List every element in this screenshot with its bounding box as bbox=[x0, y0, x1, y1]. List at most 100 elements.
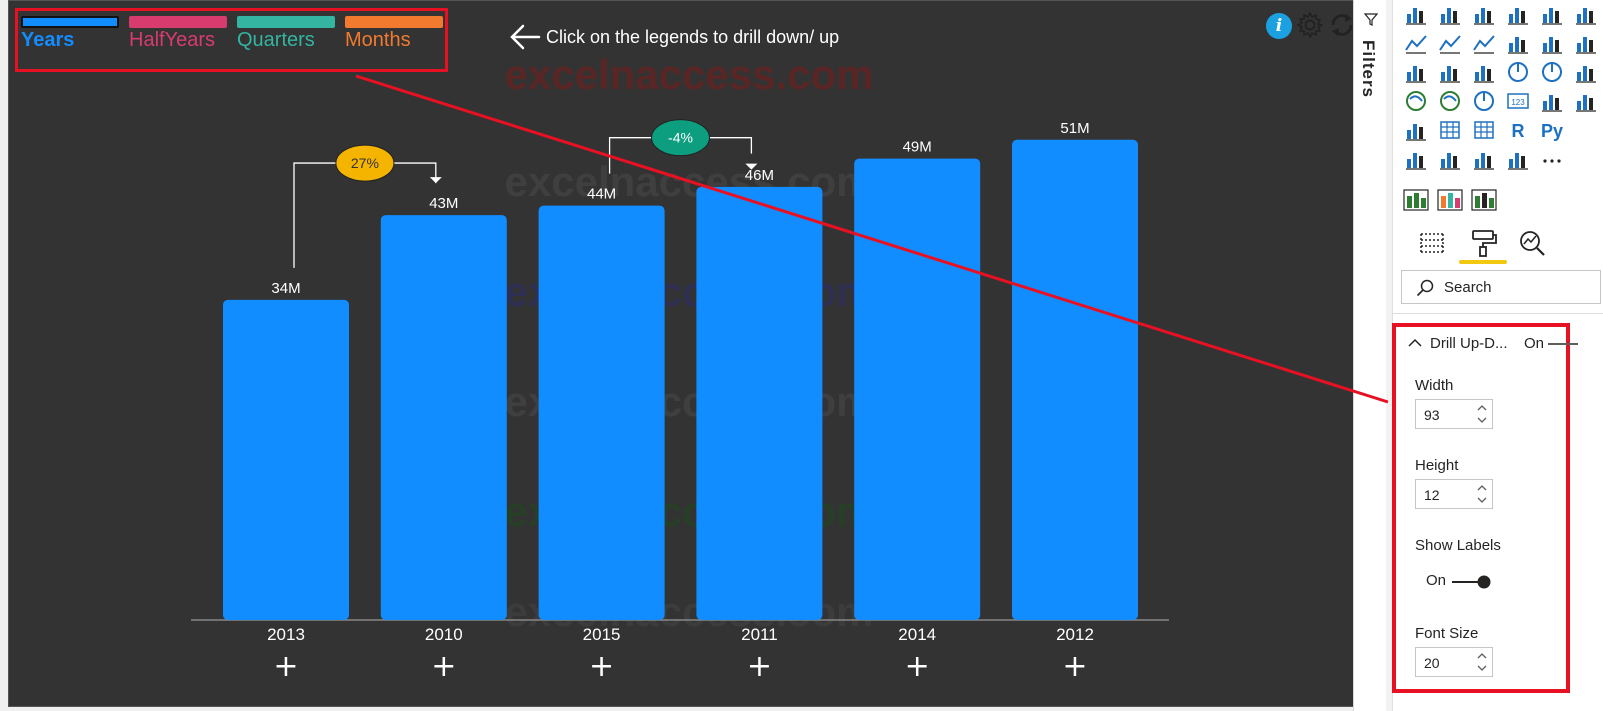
section-header-drill[interactable]: Drill Up-D... On bbox=[1402, 333, 1578, 355]
legend-swatch-quarters[interactable] bbox=[237, 16, 335, 28]
tick-label-2015: 2015 bbox=[583, 625, 621, 644]
annotation-label: -4% bbox=[668, 130, 693, 146]
info-icon[interactable]: i bbox=[1266, 13, 1292, 39]
gauge-icon[interactable] bbox=[1471, 89, 1497, 113]
expand-plus-icon[interactable]: + bbox=[273, 649, 298, 684]
waterfall-icon[interactable] bbox=[1403, 60, 1429, 84]
bar-2015[interactable] bbox=[538, 205, 665, 620]
100-bar-icon[interactable] bbox=[1539, 2, 1565, 26]
python-visual-icon[interactable]: Py bbox=[1539, 118, 1565, 142]
bar-2010[interactable] bbox=[380, 215, 507, 621]
qa-icon[interactable] bbox=[1437, 147, 1463, 171]
height-stepper[interactable]: 12 bbox=[1415, 479, 1493, 509]
bar-2011[interactable] bbox=[696, 186, 823, 621]
map-icon[interactable] bbox=[1403, 89, 1429, 113]
bar-2014[interactable] bbox=[854, 158, 981, 621]
decomposition-tree-icon[interactable] bbox=[1403, 147, 1429, 171]
annotation-arrow bbox=[429, 177, 442, 184]
slicer-icon[interactable] bbox=[1403, 118, 1429, 142]
section-toggle[interactable] bbox=[1548, 343, 1578, 345]
stepper-up-icon[interactable] bbox=[1476, 651, 1488, 661]
legend-item-halfyears[interactable]: HalfYears bbox=[129, 29, 215, 51]
matrix-icon[interactable] bbox=[1471, 118, 1497, 142]
chevron-up-icon[interactable] bbox=[1408, 338, 1422, 348]
active-tab-indicator bbox=[1459, 260, 1507, 264]
legend-item-years[interactable]: Years bbox=[21, 29, 75, 51]
data-label-2012: 51M bbox=[1060, 120, 1089, 137]
bar-2013[interactable] bbox=[223, 299, 349, 620]
section-toggle-label: On bbox=[1524, 335, 1545, 352]
legend-swatch-years[interactable] bbox=[21, 16, 119, 28]
tick-label-2013: 2013 bbox=[267, 625, 305, 644]
font-size-label: Font Size bbox=[1415, 625, 1479, 642]
paginated-icon[interactable] bbox=[1505, 147, 1531, 171]
expand-plus-icon[interactable]: + bbox=[431, 649, 456, 684]
treemap-icon[interactable] bbox=[1573, 60, 1599, 84]
show-labels-label: Show Labels bbox=[1415, 537, 1501, 554]
annotation-label: 27% bbox=[351, 155, 379, 171]
line-column-icon[interactable] bbox=[1505, 31, 1531, 55]
ribbon-chart-icon[interactable] bbox=[1573, 31, 1599, 55]
100-column-icon[interactable] bbox=[1573, 2, 1599, 26]
data-label-2013: 34M bbox=[271, 280, 300, 297]
gear-icon[interactable] bbox=[1296, 11, 1324, 39]
filter-funnel-icon[interactable] bbox=[1364, 12, 1378, 26]
card-icon[interactable]: 123 bbox=[1505, 89, 1531, 113]
width-value: 93 bbox=[1424, 407, 1440, 423]
kpi-icon[interactable] bbox=[1573, 89, 1599, 113]
line-clustered-icon[interactable] bbox=[1539, 31, 1565, 55]
stacked-bar-icon[interactable] bbox=[1403, 2, 1429, 26]
custom-visual-2-icon[interactable] bbox=[1437, 188, 1463, 212]
line-chart-icon[interactable] bbox=[1403, 31, 1429, 55]
stepper-down-icon[interactable] bbox=[1476, 663, 1488, 673]
clustered-column-icon[interactable] bbox=[1505, 2, 1531, 26]
fields-tab-icon[interactable] bbox=[1417, 228, 1447, 258]
key-influencers-icon[interactable] bbox=[1471, 147, 1497, 171]
donut-chart-icon[interactable] bbox=[1539, 60, 1565, 84]
funnel-icon[interactable] bbox=[1437, 60, 1463, 84]
search-input[interactable]: Search bbox=[1401, 270, 1601, 304]
area-chart-icon[interactable] bbox=[1437, 31, 1463, 55]
font-size-value: 20 bbox=[1424, 655, 1440, 671]
pie-chart-icon[interactable] bbox=[1505, 60, 1531, 84]
filled-map-icon[interactable] bbox=[1437, 89, 1463, 113]
watermark-text: excelnaccess.com bbox=[505, 51, 874, 98]
width-stepper[interactable]: 93 bbox=[1415, 399, 1493, 429]
filters-rail[interactable]: Filters bbox=[1353, 0, 1386, 711]
expand-plus-icon[interactable]: + bbox=[747, 649, 772, 684]
bar-2012[interactable] bbox=[1012, 139, 1138, 620]
legend-item-months[interactable]: Months bbox=[345, 29, 411, 51]
custom-visual-3-icon[interactable] bbox=[1471, 188, 1497, 212]
custom-visual-1-icon[interactable] bbox=[1403, 188, 1429, 212]
table-icon[interactable] bbox=[1437, 118, 1463, 142]
section-title: Drill Up-D... bbox=[1430, 335, 1508, 352]
drill-chart-visual[interactable]: excelnaccess.com excelnaccess.com excelnac… bbox=[8, 0, 1386, 707]
stacked-column-icon[interactable] bbox=[1437, 2, 1463, 26]
analytics-magnifier-icon[interactable] bbox=[1517, 228, 1547, 258]
format-paint-roller-icon[interactable] bbox=[1468, 228, 1498, 258]
show-labels-toggle[interactable] bbox=[1452, 575, 1492, 589]
height-label: Height bbox=[1415, 457, 1459, 474]
filters-pane-toggle[interactable]: Filters bbox=[1354, 40, 1387, 100]
refresh-icon[interactable] bbox=[1327, 11, 1357, 39]
more-options-icon[interactable] bbox=[1539, 147, 1565, 171]
data-label-2010: 43M bbox=[429, 195, 458, 212]
stepper-down-icon[interactable] bbox=[1476, 415, 1488, 425]
legend-item-quarters[interactable]: Quarters bbox=[237, 29, 315, 51]
legend-swatch-months[interactable] bbox=[345, 16, 443, 28]
show-labels-state: On bbox=[1426, 572, 1447, 589]
legend-swatch-halfyears[interactable] bbox=[129, 16, 227, 28]
stepper-down-icon[interactable] bbox=[1476, 495, 1488, 505]
clustered-bar-icon[interactable] bbox=[1471, 2, 1497, 26]
expand-plus-icon[interactable]: + bbox=[589, 649, 614, 684]
font-size-stepper[interactable]: 20 bbox=[1415, 647, 1493, 677]
stepper-up-icon[interactable] bbox=[1476, 483, 1488, 493]
multirow-card-icon[interactable] bbox=[1539, 89, 1565, 113]
svg-text:R: R bbox=[1512, 121, 1525, 141]
expand-plus-icon[interactable]: + bbox=[1062, 649, 1087, 684]
expand-plus-icon[interactable]: + bbox=[905, 649, 930, 684]
scatter-icon[interactable] bbox=[1471, 60, 1497, 84]
stacked-area-icon[interactable] bbox=[1471, 31, 1497, 55]
r-visual-icon[interactable]: R bbox=[1505, 118, 1531, 142]
stepper-up-icon[interactable] bbox=[1476, 403, 1488, 413]
